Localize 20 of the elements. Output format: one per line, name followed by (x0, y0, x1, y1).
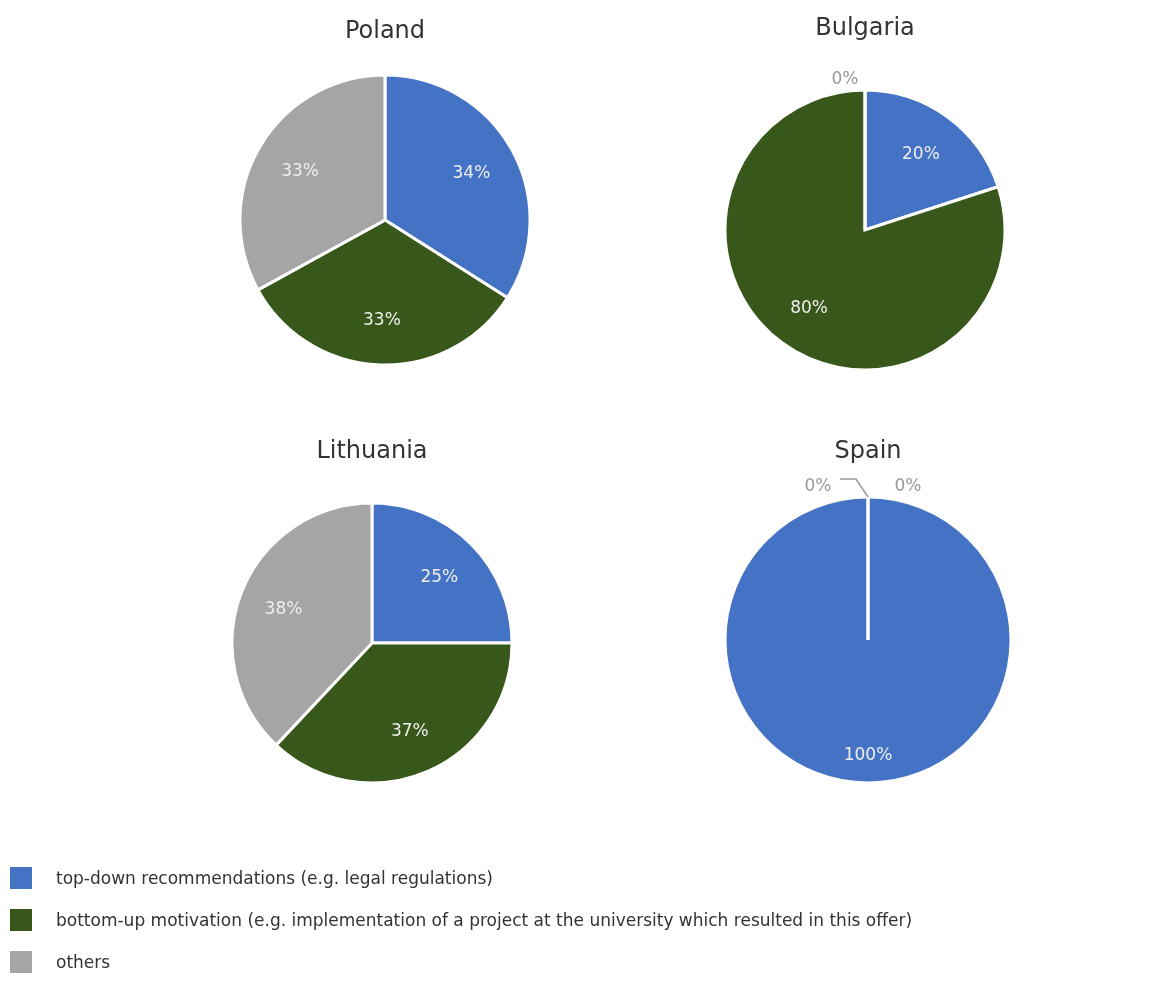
legend-label: others (56, 951, 111, 972)
data-label: 20% (902, 142, 940, 163)
legend-label: bottom-up motivation (e.g. implementation of a project at the university which resulted in this offer) (56, 909, 913, 930)
pie-slice (723, 88, 1007, 372)
data-label: 33% (281, 159, 320, 180)
data-label: 37% (390, 720, 429, 741)
chart-title: Spain (834, 436, 902, 464)
data-label: 25% (420, 565, 459, 586)
data-label: 38% (264, 597, 303, 618)
text: 0% (894, 474, 922, 495)
data-label: 34% (452, 162, 491, 183)
chart-title: Lithuania (316, 436, 428, 464)
chart-title: Bulgaria (815, 13, 915, 41)
data-label: 100% (843, 744, 893, 765)
data-label: 33% (363, 308, 401, 329)
data-label: 80% (790, 296, 828, 317)
legend-label: top-down recommendations (e.g. legal regulations) (56, 867, 493, 888)
text: 0% (804, 474, 832, 495)
text: 0% (831, 67, 859, 88)
chart-title: Poland (344, 16, 426, 44)
